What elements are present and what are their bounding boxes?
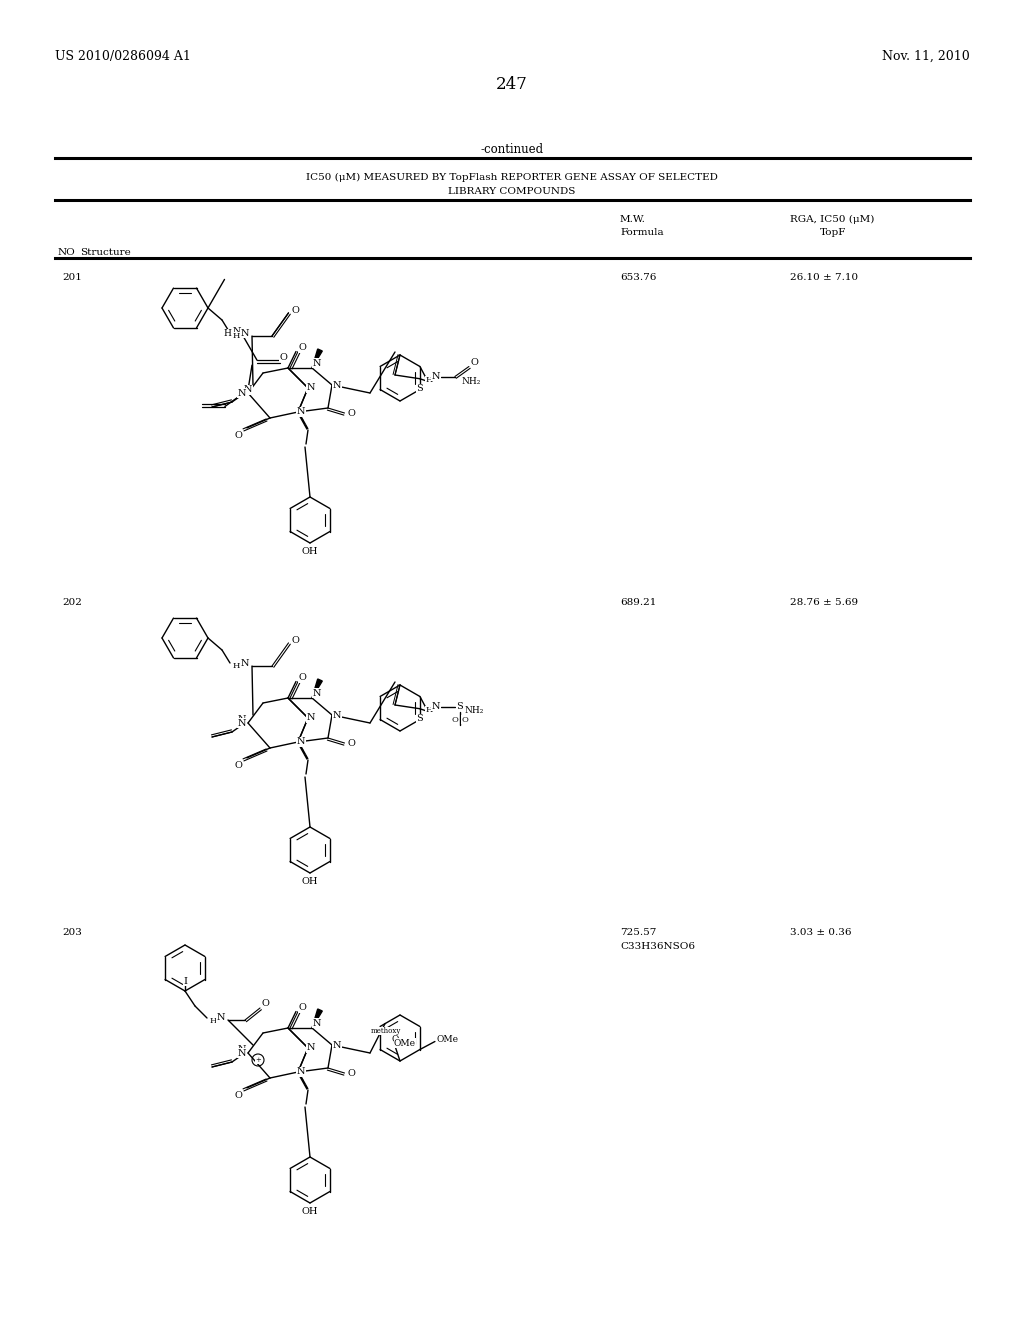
Text: N: N [238, 715, 246, 725]
Text: M.W.: M.W. [620, 215, 646, 224]
Text: Formula: Formula [620, 228, 664, 238]
Text: H: H [209, 1016, 217, 1026]
Text: O: O [234, 1092, 243, 1101]
Text: S: S [457, 702, 463, 711]
Text: IC50 (μM) MEASURED BY TopFlash REPORTER GENE ASSAY OF SELECTED: IC50 (μM) MEASURED BY TopFlash REPORTER … [306, 173, 718, 182]
Text: I: I [183, 977, 187, 986]
Text: N: N [232, 327, 241, 337]
Text: O: O [452, 715, 459, 723]
Text: N: N [297, 1068, 305, 1077]
Text: US 2010/0286094 A1: US 2010/0286094 A1 [55, 50, 190, 63]
Text: H: H [223, 329, 231, 338]
Text: OMe: OMe [437, 1035, 459, 1044]
Text: TopF: TopF [820, 228, 847, 238]
Text: O: O [391, 1035, 398, 1044]
Text: H: H [232, 333, 240, 341]
Text: N: N [307, 714, 315, 722]
Text: N: N [307, 384, 315, 392]
Text: C33H36NSO6: C33H36NSO6 [620, 942, 695, 950]
Text: O: O [292, 636, 299, 645]
Text: O: O [292, 306, 299, 315]
Text: N: N [307, 1044, 315, 1052]
Text: methoxy: methoxy [371, 1027, 401, 1035]
Text: N: N [217, 1014, 225, 1023]
Text: N: N [312, 1019, 322, 1027]
Text: 725.57: 725.57 [620, 928, 656, 937]
Text: O: O [280, 352, 287, 362]
Text: O: O [347, 1068, 355, 1077]
Text: N: N [238, 1045, 246, 1055]
Polygon shape [312, 348, 323, 368]
Text: O: O [347, 408, 355, 417]
Text: N: N [238, 718, 246, 727]
Text: S: S [417, 384, 423, 393]
Text: N: N [333, 1040, 341, 1049]
Text: 3.03 ± 0.36: 3.03 ± 0.36 [790, 928, 852, 937]
Text: NH₂: NH₂ [464, 706, 483, 715]
Text: N: N [244, 385, 252, 395]
Text: N: N [297, 738, 305, 747]
Text: 202: 202 [62, 598, 82, 607]
Text: H: H [425, 376, 432, 384]
Polygon shape [312, 678, 323, 698]
Text: N: N [297, 408, 305, 417]
Text: N: N [333, 380, 341, 389]
Text: NH₂: NH₂ [461, 378, 480, 385]
Text: O: O [298, 343, 306, 352]
Text: O: O [298, 1003, 306, 1012]
Text: N: N [432, 702, 440, 711]
Text: N: N [238, 1048, 246, 1057]
Text: LIBRARY COMPOUNDS: LIBRARY COMPOUNDS [449, 187, 575, 195]
Text: -continued: -continued [480, 143, 544, 156]
Text: N: N [238, 388, 246, 397]
Text: H: H [425, 706, 432, 714]
Text: O: O [471, 358, 479, 367]
Text: N: N [241, 659, 249, 668]
Text: RGA, IC50 (μM): RGA, IC50 (μM) [790, 215, 874, 224]
Text: 203: 203 [62, 928, 82, 937]
Text: 201: 201 [62, 273, 82, 282]
Text: OMe: OMe [394, 1039, 416, 1048]
Text: N: N [312, 359, 322, 367]
Text: S: S [417, 714, 423, 723]
Text: OH: OH [302, 1208, 318, 1217]
Text: OH: OH [302, 878, 318, 887]
Polygon shape [312, 1008, 323, 1028]
Text: OH: OH [302, 548, 318, 557]
Text: O: O [234, 762, 243, 771]
Text: 26.10 ± 7.10: 26.10 ± 7.10 [790, 273, 858, 282]
Text: 653.76: 653.76 [620, 273, 656, 282]
Text: 247: 247 [496, 77, 528, 92]
Text: 689.21: 689.21 [620, 598, 656, 607]
Text: NO: NO [58, 248, 76, 257]
Text: N: N [241, 329, 249, 338]
Text: 28.76 ± 5.69: 28.76 ± 5.69 [790, 598, 858, 607]
Text: N: N [312, 689, 322, 697]
Text: O: O [347, 738, 355, 747]
Text: O: O [261, 999, 269, 1008]
Text: N: N [333, 710, 341, 719]
Text: O: O [298, 673, 306, 682]
Text: H: H [232, 663, 240, 671]
Text: Nov. 11, 2010: Nov. 11, 2010 [883, 50, 970, 63]
Text: N: N [432, 372, 440, 381]
Text: O: O [462, 715, 468, 723]
Text: O: O [234, 432, 243, 441]
Text: Structure: Structure [80, 248, 131, 257]
Text: +: + [255, 1056, 261, 1064]
